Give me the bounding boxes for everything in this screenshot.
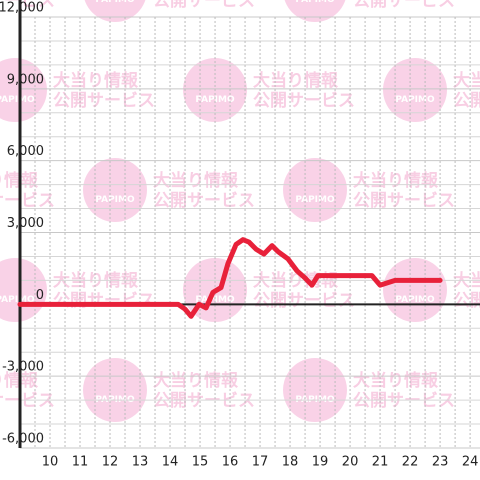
watermark-text: 大当り情報 <box>153 370 239 391</box>
watermark-logo <box>283 158 347 222</box>
x-tick-label: 12 <box>102 455 119 470</box>
x-tick-label: 23 <box>432 455 449 470</box>
watermark-text: 公開サービス <box>153 0 255 11</box>
x-tick-label: 21 <box>372 455 389 470</box>
y-tick-label: -3,000 <box>2 360 44 375</box>
x-tick-label: 19 <box>312 455 329 470</box>
watermark-text: 大当り情報 <box>353 170 439 191</box>
watermark-logo <box>283 358 347 422</box>
watermark-text: 公開サービス <box>353 191 455 211</box>
watermark-text: 公開サービス <box>0 191 55 211</box>
watermark-logo-text: PAPIMO <box>295 0 335 5</box>
watermark-logo-text: PAPIMO <box>395 295 435 305</box>
x-tick-label: 15 <box>192 455 209 470</box>
watermark-text: 公開サービス <box>53 91 155 111</box>
watermark-logo-text: PAPIMO <box>395 95 435 105</box>
watermark-text: 公開サービス <box>453 291 480 311</box>
watermark-logo-text: PAPIMO <box>195 295 235 305</box>
watermark-text: 大当り情報 <box>253 70 339 91</box>
x-tick-label: 18 <box>282 455 299 470</box>
watermark-text: 公開サービス <box>353 0 455 11</box>
watermark-text: 公開サービス <box>453 91 480 111</box>
x-tick-label: 11 <box>72 455 89 470</box>
watermark-text: 公開サービス <box>0 0 55 11</box>
watermark-logo <box>383 258 447 322</box>
watermark-logo <box>83 158 147 222</box>
watermark-text: 大当り情報 <box>153 170 239 191</box>
x-tick-label: 16 <box>222 455 239 470</box>
watermark-text: 公開サービス <box>153 391 255 411</box>
watermark-logo-text: PAPIMO <box>195 95 235 105</box>
y-tick-label: -6,000 <box>2 432 44 447</box>
watermark-text: 公開サービス <box>0 391 55 411</box>
watermark-logo <box>83 358 147 422</box>
watermark-logo-text: PAPIMO <box>0 295 35 305</box>
y-tick-label: 12,000 <box>0 1 44 16</box>
watermark-text: 公開サービス <box>153 191 255 211</box>
x-tick-label: 13 <box>132 455 149 470</box>
y-tick-label: 6,000 <box>7 144 44 159</box>
watermark-logo-text: PAPIMO <box>0 95 35 105</box>
watermark-text: 公開サービス <box>353 391 455 411</box>
y-tick-label: 9,000 <box>7 72 44 87</box>
watermark-text: 大当り情報 <box>353 370 439 391</box>
y-tick-label: 3,000 <box>7 216 44 231</box>
x-tick-label: 14 <box>162 455 179 470</box>
watermark-logo-text: PAPIMO <box>295 195 335 205</box>
watermark-text: 大当り情報 <box>53 70 139 91</box>
watermark-logo-text: PAPIMO <box>95 0 135 5</box>
x-tick-label: 10 <box>42 455 59 470</box>
watermark-text: 公開サービス <box>253 91 355 111</box>
data-line <box>17 237 443 319</box>
x-tick-label: 22 <box>402 455 419 470</box>
x-tick-label: 24 <box>462 455 479 470</box>
watermark-text: 公開サービス <box>253 291 355 311</box>
watermark-text: 大当り情報 <box>453 70 480 91</box>
watermark-logo <box>383 58 447 122</box>
watermark-logo <box>284 0 346 22</box>
x-tick-label: 17 <box>252 455 269 470</box>
watermark-logo <box>84 0 146 22</box>
x-tick-label: 20 <box>342 455 359 470</box>
y-tick-label: 0 <box>36 288 44 303</box>
watermark-logo-text: PAPIMO <box>95 195 135 205</box>
